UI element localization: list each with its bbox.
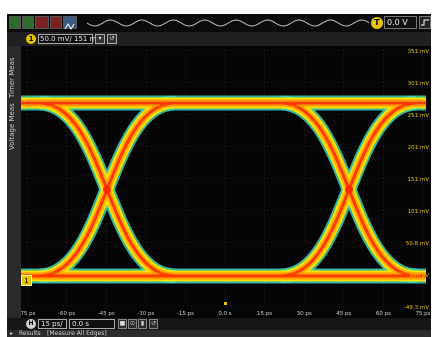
x-tick-label: 30 ps bbox=[297, 311, 312, 317]
x-tick-label: 75 ps bbox=[415, 311, 430, 317]
results-measure-text: [Measure All Edges] bbox=[47, 330, 107, 337]
channel-badge[interactable]: 1 bbox=[26, 34, 36, 44]
x-tick-label: 45 ps bbox=[336, 311, 351, 317]
side-tabs: Timer Meas Voltage Meas bbox=[7, 46, 22, 336]
waveform-overview-strip bbox=[87, 19, 369, 27]
tab-voltage-meas[interactable]: Voltage Meas bbox=[8, 103, 16, 150]
trigger-level[interactable]: 0.0 V bbox=[384, 16, 417, 29]
x-tick-label: -30 ps bbox=[137, 311, 154, 317]
timebase-scale-field[interactable]: 15 ps/ bbox=[38, 319, 67, 329]
channel-menu-icon[interactable]: ▾ bbox=[95, 34, 105, 44]
marker-icon[interactable]: ▮ bbox=[138, 319, 147, 329]
y-tick-label: 151 mV bbox=[408, 177, 430, 183]
y-tick-label: 880 µV bbox=[409, 273, 429, 279]
timebase-badge[interactable]: H bbox=[26, 319, 36, 329]
results-label: Results bbox=[19, 330, 41, 337]
waveform-overview-icon[interactable] bbox=[63, 16, 77, 30]
results-toggle-icon[interactable]: ▸ bbox=[10, 330, 14, 337]
stop-button[interactable] bbox=[35, 16, 49, 29]
results-bar[interactable]: ▸ Results [Measure All Edges] bbox=[7, 330, 431, 337]
waveform-display[interactable]: 351 mV 301 mV 251 mV 201 mV 151 mV 101 mV 50.8… bbox=[21, 46, 431, 318]
timebase-row: H 15 ps/ 0.0 s ■ ⊙ ▮ ↺ bbox=[7, 318, 431, 330]
zoom-icon[interactable]: ⊙ bbox=[128, 319, 137, 329]
edge-trigger-icon[interactable] bbox=[419, 16, 431, 29]
y-tick-label: 251 mV bbox=[408, 113, 430, 119]
tab-timer-meas[interactable]: Timer Meas bbox=[8, 57, 16, 98]
trigger-badge[interactable]: T bbox=[371, 17, 383, 29]
oscilloscope-app: T 0.0 V 1 50.0 mV/ 151 mV ▾ ↺ Timer Meas… bbox=[7, 14, 431, 337]
top-toolbar: T 0.0 V bbox=[7, 14, 431, 32]
y-tick-label: 50.8 mV bbox=[406, 241, 429, 247]
eye-diagram: 351 mV 301 mV 251 mV 201 mV 151 mV 101 mV 50.8… bbox=[21, 49, 431, 317]
ground-marker[interactable]: 1 bbox=[21, 275, 32, 286]
channel-reset-icon[interactable]: ↺ bbox=[107, 34, 117, 44]
x-tick-label: -60 ps bbox=[58, 311, 75, 317]
channel-scale-row: 1 50.0 mV/ 151 mV ▾ ↺ bbox=[7, 32, 431, 46]
timebase-reset-icon[interactable]: ↺ bbox=[149, 319, 158, 329]
y-tick-label: 101 mV bbox=[408, 209, 430, 215]
channel-scale-field[interactable]: 50.0 mV/ 151 mV bbox=[38, 34, 102, 44]
x-tick-label: 0.0 s bbox=[218, 311, 231, 317]
x-tick-label: -75 ps bbox=[21, 311, 36, 317]
y-tick-label: -49.3 mV bbox=[404, 305, 429, 311]
timebase-delay-field[interactable]: 0.0 s bbox=[69, 319, 115, 329]
x-tick-label: -45 ps bbox=[98, 311, 115, 317]
run-button[interactable] bbox=[9, 16, 21, 29]
clear-button[interactable] bbox=[50, 16, 62, 29]
y-tick-label: 351 mV bbox=[408, 49, 430, 55]
x-tick-label: 15 ps bbox=[257, 311, 272, 317]
stop-square-icon[interactable]: ■ bbox=[118, 319, 127, 329]
x-tick-label: -15 ps bbox=[177, 311, 194, 317]
y-tick-label: 201 mV bbox=[408, 145, 430, 151]
y-tick-label: 301 mV bbox=[408, 81, 430, 87]
x-tick-label: 60 ps bbox=[376, 311, 391, 317]
single-button[interactable] bbox=[22, 16, 34, 29]
